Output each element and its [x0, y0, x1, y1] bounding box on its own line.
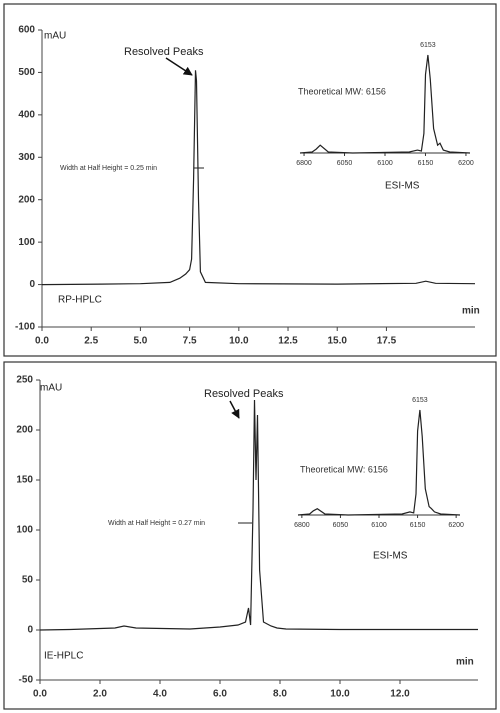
spectrum-line	[297, 409, 461, 516]
y-tick-label: -100	[15, 322, 35, 333]
y-tick-label: 500	[18, 67, 35, 78]
y-tick-label: 100	[16, 525, 33, 536]
x-tick-label: 5.0	[133, 336, 147, 347]
inset-x-tick-label: 6800	[294, 522, 310, 529]
x-tick-label: 10.0	[229, 336, 249, 347]
x-tick-label: 6.0	[213, 689, 227, 700]
y-tick-label: 150	[16, 475, 33, 486]
panel-frame	[3, 3, 497, 357]
inset-label: ESI-MS	[385, 181, 420, 192]
inset-x-tick-label: 6150	[418, 160, 434, 167]
x-tick-label: 17.5	[377, 336, 397, 347]
annotation-arrow	[165, 57, 193, 76]
y-tick-label: 100	[18, 237, 35, 248]
x-tick-label: 4.0	[153, 689, 167, 700]
inset-x-tick-label: 6050	[333, 522, 349, 529]
method-label: RP-HPLC	[58, 295, 102, 306]
peaks-annotation: Resolved Peaks	[124, 46, 204, 58]
inset-x-tick-label: 6200	[458, 160, 474, 167]
x-tick-label: 10.0	[330, 689, 350, 700]
x-tick-label: 0.0	[35, 336, 49, 347]
panel-frame	[3, 361, 497, 710]
x-tick-label: 7.5	[183, 336, 197, 347]
y-tick-label: 300	[18, 152, 35, 163]
width-annotation: Width at Half Height = 0.25 min	[60, 165, 157, 172]
spectrum-line	[299, 54, 471, 154]
inset-x-tick-label: 6800	[296, 160, 312, 167]
inset-note: Theoretical MW: 6156	[298, 86, 386, 96]
x-tick-label: 2.0	[93, 689, 107, 700]
x-tick-label: 2.5	[84, 336, 98, 347]
inset-x-tick-label: 6200	[448, 522, 464, 529]
y-tick-label: 200	[18, 194, 35, 205]
width-annotation: Width at Half Height = 0.27 min	[108, 520, 205, 527]
y-axis-label: mAU	[40, 383, 62, 394]
inset-note: Theoretical MW: 6156	[300, 464, 388, 474]
inset-x-tick-label: 6150	[410, 522, 426, 529]
y-tick-label: 50	[22, 575, 34, 586]
inset-label: ESI-MS	[373, 551, 408, 562]
method-label: IE-HPLC	[44, 651, 83, 662]
y-tick-label: 600	[18, 25, 35, 36]
inset-x-tick-label: 6100	[377, 160, 393, 167]
y-tick-label: 0	[29, 279, 35, 290]
y-tick-label: 0	[27, 625, 33, 636]
chromatogram-line	[39, 399, 478, 631]
x-tick-label: 8.0	[273, 689, 287, 700]
inset-x-tick-label: 6050	[337, 160, 353, 167]
y-axis-label: mAU	[44, 31, 66, 42]
peaks-annotation: Resolved Peaks	[204, 388, 284, 400]
chromatogram-line	[41, 70, 476, 286]
x-tick-label: 0.0	[33, 689, 47, 700]
y-tick-label: 250	[16, 375, 33, 386]
x-tick-label: 15.0	[327, 336, 347, 347]
x-axis-label: min	[456, 657, 474, 668]
inset-x-tick-label: 6100	[371, 522, 387, 529]
y-tick-label: 400	[18, 109, 35, 120]
y-tick-label: -50	[19, 675, 34, 686]
x-tick-label: 12.5	[278, 336, 298, 347]
x-tick-label: 12.0	[390, 689, 410, 700]
y-tick-label: 200	[16, 425, 33, 436]
annotation-arrow	[229, 400, 240, 419]
peak-mass-label: 6153	[420, 42, 436, 49]
x-axis-label: min	[462, 306, 480, 317]
peak-mass-label: 6153	[412, 397, 428, 404]
